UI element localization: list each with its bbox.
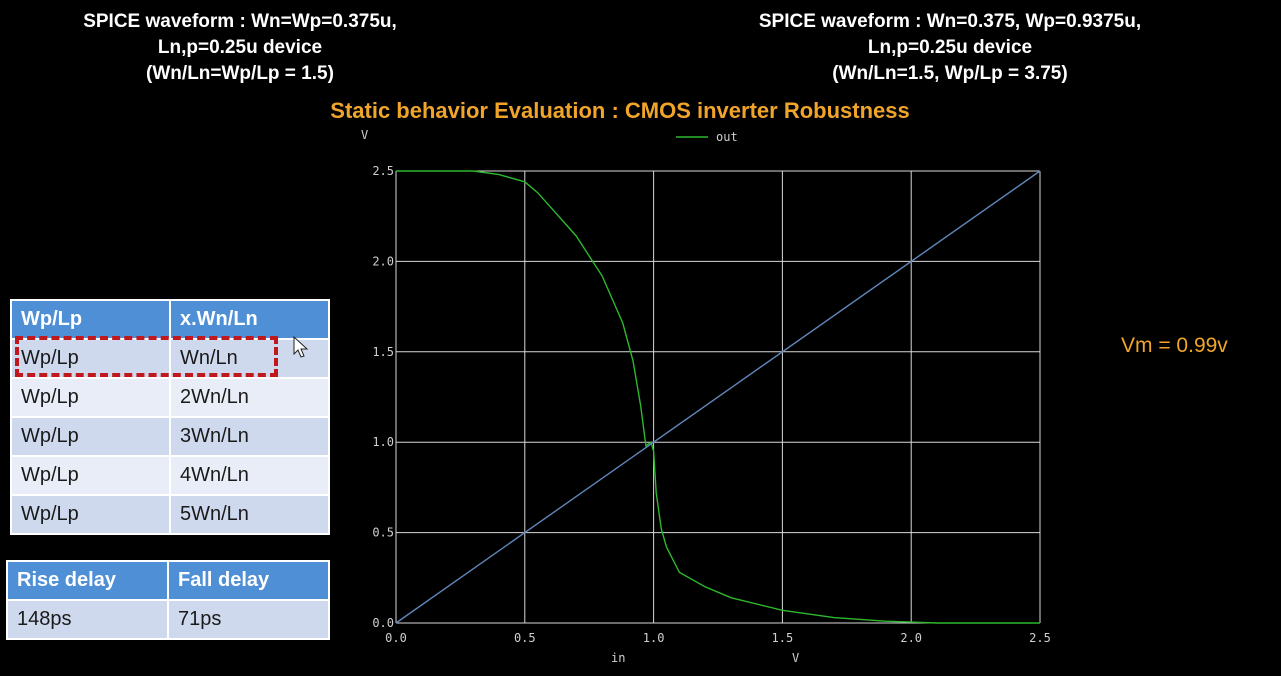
y-unit-label: V <box>361 128 368 142</box>
highlight-dashed-box <box>15 336 278 377</box>
table-cell: 5Wn/Ln <box>169 494 330 535</box>
table-row: Wp/Lp 2Wn/Ln <box>10 377 330 418</box>
x-tick-label: 0.5 <box>514 631 536 645</box>
table-cell: Wp/Lp <box>10 377 171 418</box>
table-row: Wp/Lp Wn/Ln <box>10 338 330 379</box>
table-cell: 148ps <box>6 599 169 640</box>
delay-table: Rise delay Fall delay 148ps 71ps <box>6 560 330 640</box>
table-header-row: Wp/Lp x.Wn/Ln <box>10 299 330 340</box>
left-caption-line: (Wn/Ln=Wp/Lp = 1.5) <box>146 63 334 84</box>
table-row: Wp/Lp 5Wn/Ln <box>10 494 330 535</box>
x-tick-label: 0.0 <box>385 631 407 645</box>
table-header-row: Rise delay Fall delay <box>6 560 330 601</box>
right-caption-line: SPICE waveform : Wn=0.375, Wp=0.9375u, <box>758 11 1142 32</box>
y-tick-label: 2.0 <box>372 254 394 268</box>
table-header: Rise delay <box>6 560 169 601</box>
table-cell: Wp/Lp <box>10 455 171 496</box>
right-caption: SPICE waveform : Wn=0.375, Wp=0.9375u, L… <box>730 9 1170 87</box>
table-header: Fall delay <box>167 560 330 601</box>
mouse-cursor-icon <box>293 336 309 358</box>
chart-ticks: 0.0 0.5 1.0 1.5 2.0 2.5 0.0 0.5 1.0 1.5 2.0 2.5 <box>372 164 1051 645</box>
table-cell: Wp/Lp <box>10 416 171 457</box>
x-tick-label: 1.0 <box>643 631 665 645</box>
y-tick-label: 1.0 <box>372 435 394 449</box>
y-tick-label: 2.5 <box>372 164 394 178</box>
x-tick-label: 1.5 <box>772 631 794 645</box>
table-cell: 4Wn/Ln <box>169 455 330 496</box>
chart-series <box>395 170 1041 624</box>
right-caption-line: Ln,p=0.25u device <box>867 37 1033 58</box>
out-curve-line <box>396 170 1040 624</box>
vm-label: Vm = 0.99v <box>1121 334 1228 357</box>
x-tick-label: 2.5 <box>1029 631 1051 645</box>
legend-label: out <box>716 130 738 144</box>
left-caption-line: SPICE waveform : Wn=Wp=0.375u, <box>83 11 397 32</box>
left-caption: SPICE waveform : Wn=Wp=0.375u, Ln,p=0.25… <box>60 9 420 87</box>
x-tick-label: 2.0 <box>900 631 922 645</box>
table-row: Wp/Lp 4Wn/Ln <box>10 455 330 496</box>
table-row: Wp/Lp 3Wn/Ln <box>10 416 330 457</box>
table-cell: 71ps <box>167 599 330 640</box>
table-row: 148ps 71ps <box>6 599 330 640</box>
y-tick-label: 0.5 <box>372 526 394 540</box>
ratio-table: Wp/Lp x.Wn/Ln Wp/Lp Wn/Ln Wp/Lp 2Wn/Ln W… <box>10 299 330 535</box>
y-tick-label: 0.0 <box>372 616 394 630</box>
table-header: Wp/Lp <box>10 299 171 340</box>
unity-diagonal-line <box>395 170 1041 624</box>
table-cell: Wp/Lp <box>10 494 171 535</box>
right-caption-line: (Wn/Ln=1.5, Wp/Lp = 3.75) <box>832 63 1068 84</box>
slide-title: Static behavior Evaluation : CMOS invert… <box>330 98 910 123</box>
y-tick-label: 1.5 <box>372 345 394 359</box>
left-caption-line: Ln,p=0.25u device <box>157 37 323 58</box>
table-cell: 2Wn/Ln <box>169 377 330 418</box>
x-unit-label: V <box>792 651 799 665</box>
table-cell: 3Wn/Ln <box>169 416 330 457</box>
table-header: x.Wn/Ln <box>169 299 330 340</box>
table-cell: Wp/Lp <box>10 338 171 379</box>
x-axis-label: in <box>611 651 625 665</box>
